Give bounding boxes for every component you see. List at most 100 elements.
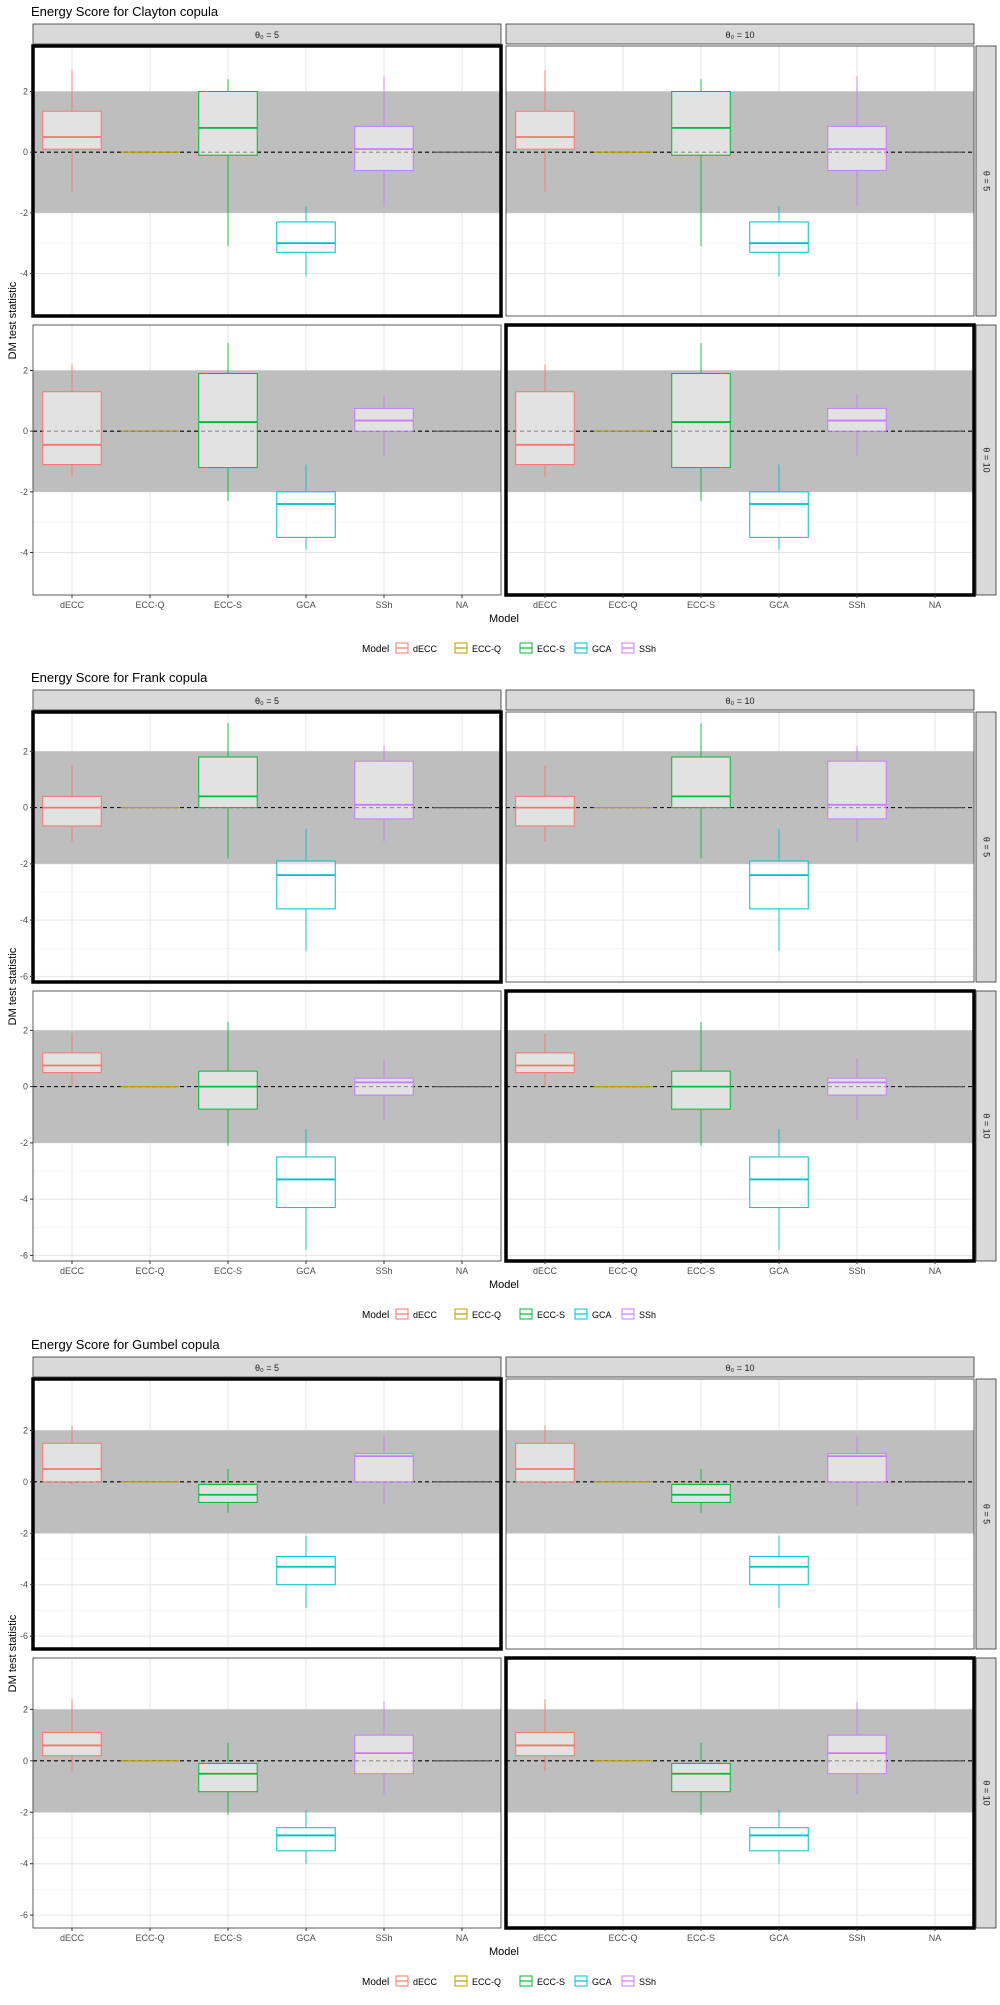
box-decc	[42, 765, 102, 842]
y-tick-label: 0	[23, 426, 28, 436]
box-body	[749, 860, 809, 910]
box-ssh	[827, 745, 887, 842]
box-body	[749, 1156, 809, 1209]
box-ssh	[354, 1435, 414, 1505]
box-body	[354, 1077, 414, 1096]
box-body	[515, 1732, 575, 1757]
box-body	[198, 91, 258, 156]
box-gca	[276, 1128, 336, 1250]
column-strip-background	[32, 23, 502, 45]
y-axis-title: DM test statistic	[7, 947, 19, 1025]
box-body	[198, 373, 258, 469]
column-strip-label: θ₀ = 10	[725, 1363, 754, 1373]
box-gca	[276, 1809, 336, 1864]
x-tick-label: ECC-Q	[609, 1933, 638, 1943]
panel-r1-c1: -6 -4 -2 0 2	[20, 710, 503, 984]
row-strip-background	[975, 1378, 997, 1650]
row-strip-label: θ = 5	[982, 837, 992, 857]
box-decc	[515, 1033, 575, 1087]
legend-label: ECC-S	[537, 1310, 565, 1320]
box-ssh	[827, 1435, 887, 1505]
box-body	[42, 1442, 102, 1483]
y-tick-label: -6	[20, 1631, 28, 1641]
box-gca	[749, 1535, 809, 1608]
box-body	[276, 1827, 336, 1852]
legend-label: ECC-S	[537, 1977, 565, 1987]
x-tick-label: dECC	[60, 1933, 85, 1943]
y-tick-label: 2	[23, 87, 28, 97]
box-body	[515, 391, 575, 466]
x-tick-label: NA	[929, 1933, 942, 1943]
box-gca	[276, 206, 336, 277]
y-tick-label: 2	[23, 1025, 28, 1035]
panel-border-highlight	[31, 44, 503, 318]
y-tick-label: -4	[20, 915, 28, 925]
column-strip-background	[32, 1356, 502, 1378]
box-ecc-s	[198, 1021, 258, 1146]
box-ecc-s	[671, 1021, 731, 1146]
box-decc	[42, 70, 102, 192]
y-tick-label: -6	[20, 1910, 28, 1920]
legend-item-ecc-q: ECC-Q	[454, 1308, 501, 1320]
legend: Model dECC ECC-Q ECC-S GCA SSh	[362, 1975, 656, 1988]
y-tick-label: -4	[20, 548, 28, 558]
y-tick-label: -4	[20, 269, 28, 279]
column-strip-label: θ₀ = 5	[255, 696, 279, 706]
box-body	[671, 756, 731, 809]
box-decc	[515, 70, 575, 192]
column-strip-background	[505, 1356, 975, 1378]
column-strip: θ₀ = 10	[505, 1356, 975, 1378]
box-body	[671, 373, 731, 469]
chart-title: Energy Score for Frank copula	[31, 670, 208, 685]
panel-r2-c2: dECC ECC-Q ECC-S GCA SSh NA	[504, 989, 976, 1276]
chart-2: Energy Score for Frank copula -6 -4 -2 0 2 θ =…	[7, 670, 997, 1321]
panel-border-highlight	[504, 989, 976, 1263]
box-body	[827, 1077, 887, 1096]
box-ecc-s	[198, 343, 258, 501]
panel-border	[32, 990, 502, 1262]
y-tick-label: 0	[23, 1756, 28, 1766]
legend-item-gca: GCA	[574, 1975, 612, 1987]
y-tick-label: 0	[23, 147, 28, 157]
legend-label: dECC	[413, 644, 438, 654]
legend-item-ssh: SSh	[621, 1308, 656, 1320]
column-strip: θ₀ = 10	[505, 23, 975, 45]
column-strip-label: θ₀ = 5	[255, 30, 279, 40]
y-tick-label: 0	[23, 1082, 28, 1092]
chart-title: Energy Score for Clayton copula	[31, 4, 219, 19]
box-body	[827, 1453, 887, 1483]
x-tick-label: SSh	[848, 1933, 865, 1943]
x-tick-label: ECC-Q	[609, 600, 638, 610]
legend: Model dECC ECC-Q ECC-S GCA SSh	[362, 1308, 656, 1321]
box-gca	[276, 1535, 336, 1608]
box-body	[198, 1483, 258, 1503]
x-tick-label: ECC-S	[214, 1933, 242, 1943]
legend-item-ecc-s: ECC-S	[519, 1308, 565, 1320]
chart-3: Energy Score for Gumbel copula -6 -4 -2 0 2 θ …	[7, 1337, 997, 1988]
box-body	[276, 491, 336, 538]
legend-item-ecc-q: ECC-Q	[454, 1975, 501, 1987]
legend-label: GCA	[592, 644, 612, 654]
box-ecc-s	[671, 343, 731, 501]
panel-border	[505, 1378, 975, 1650]
x-tick-label: NA	[456, 1266, 469, 1276]
x-tick-label: ECC-Q	[136, 600, 165, 610]
legend-item-decc: dECC	[395, 1308, 438, 1320]
box-decc	[515, 765, 575, 842]
legend: Model dECC ECC-Q ECC-S GCA SSh	[362, 642, 656, 655]
x-axis-title: Model	[489, 1279, 519, 1291]
box-body	[749, 1555, 809, 1586]
y-axis-title: DM test statistic	[7, 1614, 19, 1692]
panel-r1-c1: -6 -4 -2 0 2	[20, 1377, 503, 1651]
box-gca	[276, 464, 336, 550]
x-tick-label: SSh	[375, 600, 392, 610]
box-body	[671, 1070, 731, 1110]
panel-r2-c2: dECC ECC-Q ECC-S GCA SSh NA	[504, 1656, 976, 1943]
box-ecc-s	[671, 79, 731, 247]
y-tick-label: 2	[23, 746, 28, 756]
box-body	[515, 1442, 575, 1483]
legend-label: ECC-Q	[472, 644, 501, 654]
box-ecc-s	[198, 1742, 258, 1815]
